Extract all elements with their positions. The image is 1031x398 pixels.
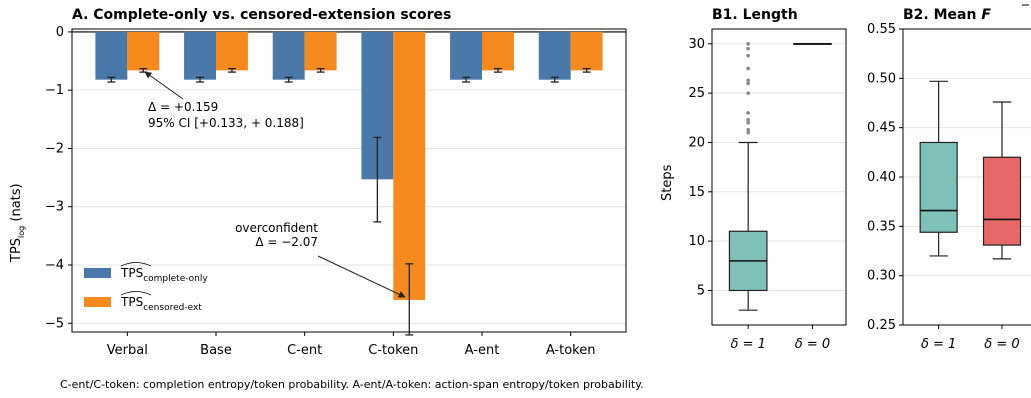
- panel-a-legend: TPScomplete-only TPScensored-ext: [84, 262, 208, 313]
- bar: [482, 31, 514, 71]
- y-tick-label: 0.50: [867, 71, 896, 86]
- y-tick-label: 0.25: [867, 318, 896, 333]
- bar: [95, 31, 128, 80]
- x-tick-label: A-token: [546, 343, 596, 358]
- panel-a-y-label: TPSlog (nats): [9, 183, 26, 263]
- bar: [304, 31, 337, 71]
- y-tick-label: −2: [45, 141, 64, 156]
- outlier-point: [746, 130, 750, 135]
- outlier-point: [746, 111, 750, 115]
- legend-label-complete-only: TPScomplete-only: [120, 266, 208, 284]
- annotation-delta-verbal-line2: 95% CI [+0.133, + 0.188]: [148, 116, 304, 130]
- panel-a-bars: [95, 31, 603, 300]
- bar: [393, 31, 426, 300]
- y-tick-label: 0.30: [867, 269, 896, 284]
- y-tick-label: 0.45: [867, 121, 896, 136]
- panel-a-frame: [71, 28, 627, 333]
- y-tick-label: 0.35: [867, 219, 896, 234]
- annotation-delta-verbal-arrow: [144, 71, 184, 100]
- legend-label-censored-ext: TPScensored-ext: [120, 295, 202, 313]
- panel-b1-x-ticks: δ = 1 δ = 0: [730, 325, 830, 352]
- outlier-point: [746, 46, 750, 51]
- outlier-point: [746, 81, 750, 86]
- outlier-point: [746, 117, 750, 122]
- panel-b2-boxes: [919, 80, 1022, 260]
- outlier-point: [746, 91, 750, 95]
- panel-b1-frame: [711, 28, 847, 326]
- panel-a-y-ticks: 0 −1 −2 −3 −4 −5: [45, 25, 72, 331]
- x-tick-label: Verbal: [107, 343, 148, 358]
- y-tick-label: −4: [45, 258, 64, 273]
- bar: [450, 31, 482, 80]
- y-tick-label: −5: [45, 316, 64, 331]
- y-tick-label: 5: [697, 283, 705, 298]
- bar: [570, 31, 603, 71]
- y-tick-label: −1: [45, 83, 64, 98]
- panel-b2-frame: [902, 28, 1031, 326]
- y-tick-label: 25: [688, 86, 705, 101]
- x-tick-label: C-ent: [287, 343, 322, 358]
- legend-hat-censored-ext: [120, 291, 152, 296]
- panel-a-x-ticks: Verbal Base C-ent C-token A-ent A-token: [107, 332, 596, 358]
- figure-caption: C-ent/C-token: completion entropy/token …: [60, 378, 644, 391]
- legend-swatch-complete-only: [84, 268, 111, 278]
- x-tick-label: δ = 0: [795, 337, 830, 352]
- figure: A. Complete-only vs. censored-extension …: [9, 4, 1031, 358]
- annotation-overconfident-line2: Δ = −2.07: [255, 235, 318, 249]
- panel-b2-title: B2. Mean F: [903, 7, 991, 23]
- bar: [272, 31, 305, 80]
- panel-b1-grid: [712, 43, 846, 291]
- box: [982, 156, 1022, 246]
- annotation-overconfident-line1: overconfident: [235, 221, 318, 235]
- bar: [538, 31, 571, 80]
- outlier-point: [746, 53, 750, 58]
- box: [919, 141, 958, 233]
- x-tick-label: δ = 1: [921, 337, 956, 352]
- y-tick-label: 15: [688, 185, 705, 200]
- y-tick-label: 0: [56, 25, 64, 40]
- panel-b1-y-label: Steps: [660, 164, 675, 201]
- panel-b1-boxes: [728, 42, 832, 311]
- annotation-overconfident: overconfident Δ = −2.07: [235, 221, 406, 298]
- bar: [184, 31, 216, 80]
- panel-b2: B2. Mean F 0.250.300.350.400.450.500.55 …: [867, 4, 1031, 352]
- y-tick-label: 10: [688, 234, 705, 249]
- panel-b2-x-ticks: δ = 1 δ = 0: [921, 325, 1020, 352]
- legend-hat-complete-only: [120, 262, 152, 267]
- panel-a-error-bars: [107, 67, 591, 336]
- panel-a: A. Complete-only vs. censored-extension …: [9, 7, 627, 358]
- y-tick-label: −3: [45, 200, 64, 215]
- annotation-delta-verbal: Δ = +0.159 95% CI [+0.133, + 0.188]: [144, 71, 304, 130]
- panel-b1-title: B1. Length: [712, 7, 798, 23]
- panel-a-grid: [72, 31, 626, 324]
- outlier-point: [746, 66, 750, 71]
- outlier-point: [746, 78, 750, 83]
- y-tick-label: 0.40: [867, 170, 896, 185]
- panel-b1-y-ticks: 5 10 15 20 25 30: [688, 37, 712, 298]
- panel-b2-y-ticks: 0.25 0.30 0.35 0.40 0.45 0.50 0.55: [867, 22, 903, 333]
- panel-a-title: A. Complete-only vs. censored-extension …: [72, 7, 451, 23]
- x-tick-label: C-token: [368, 343, 418, 358]
- outlier-point: [746, 127, 750, 132]
- bar: [216, 31, 248, 71]
- y-tick-label: 0.55: [867, 22, 896, 37]
- y-tick-label: 30: [688, 37, 705, 52]
- bar: [127, 31, 160, 71]
- annotation-delta-verbal-line1: Δ = +0.159: [148, 100, 218, 114]
- annotation-overconfident-arrow: [317, 255, 406, 298]
- x-tick-label: A-ent: [465, 343, 500, 358]
- outlier-point: [746, 120, 750, 125]
- x-tick-label: Base: [200, 343, 232, 358]
- outlier-point: [746, 42, 750, 46]
- x-tick-label: δ = 0: [984, 337, 1019, 352]
- y-tick-label: 20: [688, 135, 705, 150]
- x-tick-label: δ = 1: [730, 337, 765, 352]
- panel-b1: B1. Length 5 10 15 20 25 30 δ = 1 δ = 0 Steps: [660, 7, 847, 352]
- legend-swatch-censored-ext: [84, 297, 111, 307]
